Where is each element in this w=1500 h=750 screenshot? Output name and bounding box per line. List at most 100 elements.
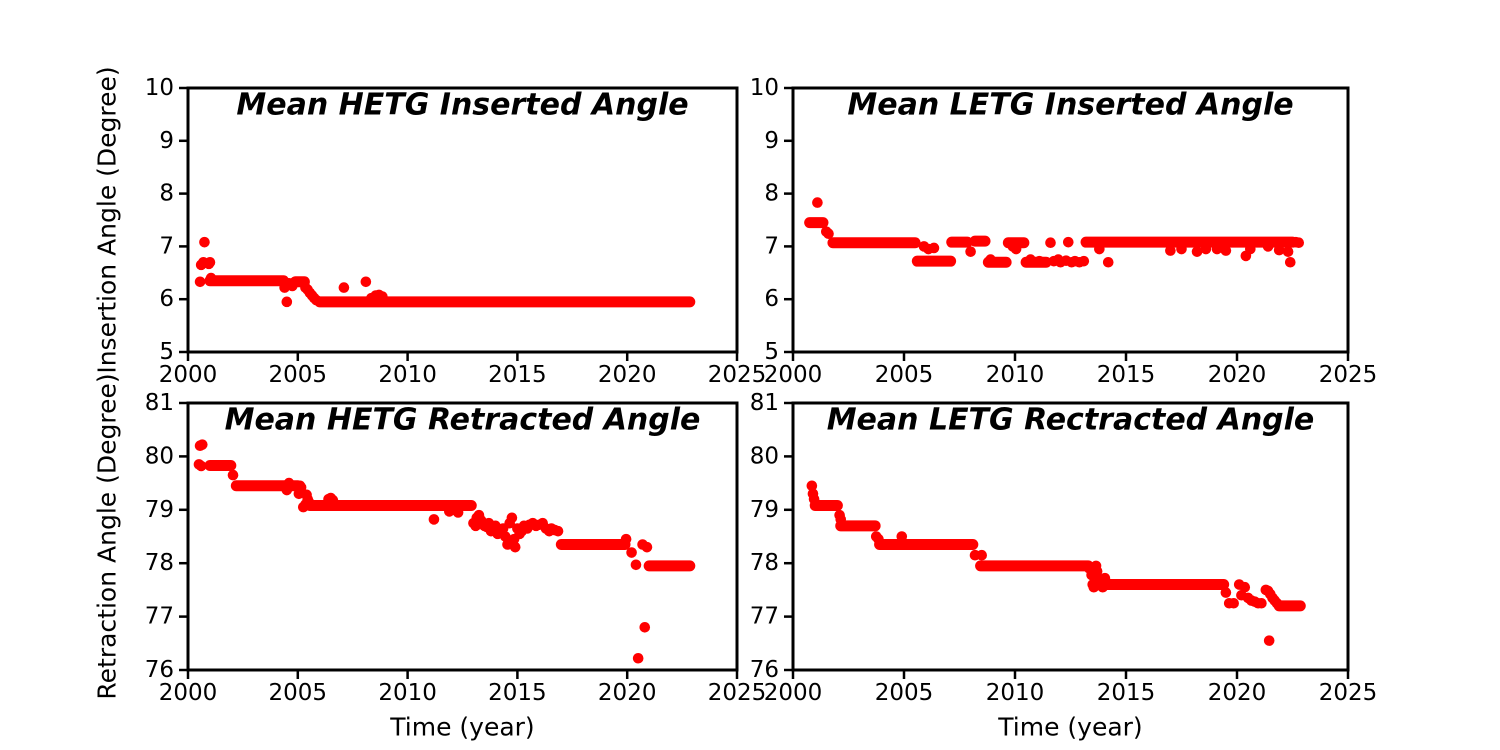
data-point [1256,597,1267,609]
data-point [806,480,818,492]
y-tick-label: 79 [145,497,174,523]
x-tick-label: 2020 [598,362,657,388]
x-tick-label: 2000 [159,680,218,706]
data-point [1239,581,1251,593]
x-tick-label: 2000 [764,362,823,388]
x-axis-label: Time (year) [389,712,534,741]
x-axis-label: Time (year) [997,712,1142,741]
y-tick-label: 9 [764,128,779,154]
data-point [1273,244,1285,256]
subplot-hetg-inserted: 2000 2005 2010 2015 2020 2025 5 6 7 8 9 10 Mean HETG… [93,66,767,388]
y-tick-label: 80 [750,443,779,469]
data-point [285,480,297,492]
plot-title: Mean LETG Inserted Angle [847,88,1293,123]
scatter-series [193,439,696,664]
y-tick-label: 78 [145,550,174,576]
y-tick-label: 10 [750,75,779,101]
scatter-series [804,197,1305,268]
data-point [873,533,884,545]
y-axis-label: Insertion Angle (Degree) [93,66,122,373]
data-point [1228,597,1239,609]
data-point [1220,245,1232,256]
data-point [311,294,322,306]
y-tick-label: 81 [750,390,779,416]
data-point [205,272,217,284]
y-tick-label: 5 [159,339,174,365]
x-tick-label: 2020 [598,680,657,706]
x-tick-label: 2015 [1097,680,1156,706]
x-tick-label: 2005 [269,680,328,706]
data-point [812,197,823,208]
axes-frame [791,401,1350,672]
data-point [976,549,987,561]
x-tick-label: 2000 [764,680,823,706]
scatter-series [194,236,696,308]
x-tick-label: 2005 [875,362,934,388]
data-point [1284,256,1296,268]
data-point [1271,597,1283,609]
data-point [1165,245,1176,256]
y-tick-label: 7 [764,233,779,259]
x-tick-label: 2010 [986,680,1045,706]
y-tick-label: 77 [145,604,174,630]
data-point [1211,243,1223,255]
subplot-letg-inserted: 2000 2005 2010 2015 2020 2025 5 6 7 8 9 10 Mean LETG… [750,75,1378,388]
data-point [1262,241,1274,252]
y-tick-label: 10 [145,75,174,101]
x-tick-label: 2025 [708,680,767,706]
data-point [1191,246,1203,257]
data-point [1245,243,1256,255]
data-point [1100,577,1112,589]
data-point [808,493,820,505]
data-point [896,531,908,542]
y-tick-label: 80 [145,443,174,469]
data-point [452,507,464,518]
data-point [281,296,293,308]
x-tick-label: 2025 [1319,362,1378,388]
data-point [500,531,511,542]
data-point [1078,255,1090,267]
axes-frame [186,401,739,672]
data-point [1062,236,1074,248]
y-tick-label: 7 [159,233,174,259]
data-point [985,254,996,265]
data-point [1010,243,1022,255]
data-point [327,494,339,506]
data-point [428,514,440,525]
y-tick-label: 77 [750,604,779,630]
x-tick-label: 2000 [159,362,218,388]
x-tick-label: 2015 [488,362,547,388]
data-point [928,242,940,254]
y-tick-label: 76 [145,657,174,683]
data-point [295,482,307,493]
data-point [1263,635,1275,646]
y-tick-label: 6 [159,286,174,312]
x-tick-label: 2005 [875,680,934,706]
data-point [965,246,976,257]
x-tick-label: 2020 [1208,680,1267,706]
y-tick-label: 78 [750,550,779,576]
subplot-hetg-retracted: 2000 2005 2010 2015 2020 2025 76 77 78 79 80 81 Mean… [93,373,767,741]
data-point [199,236,210,248]
data-point [227,469,239,481]
data-point [620,533,632,545]
y-tick-label: 79 [750,497,779,523]
plot-title: Mean LETG Rectracted Angle [827,403,1315,438]
data-point [1282,246,1294,257]
data-point [1220,587,1232,598]
data-point [360,276,372,288]
data-point [303,496,315,508]
data-point [641,541,653,553]
data-point [204,256,216,268]
data-point [552,525,564,537]
data-point [194,276,206,288]
data-point [1045,237,1056,249]
data-point [377,291,388,302]
data-point [632,652,644,664]
x-tick-label: 2010 [378,362,437,388]
y-tick-label: 5 [764,339,779,365]
y-tick-label: 6 [764,286,779,312]
data-point [835,514,847,525]
y-tick-label: 76 [750,657,779,683]
